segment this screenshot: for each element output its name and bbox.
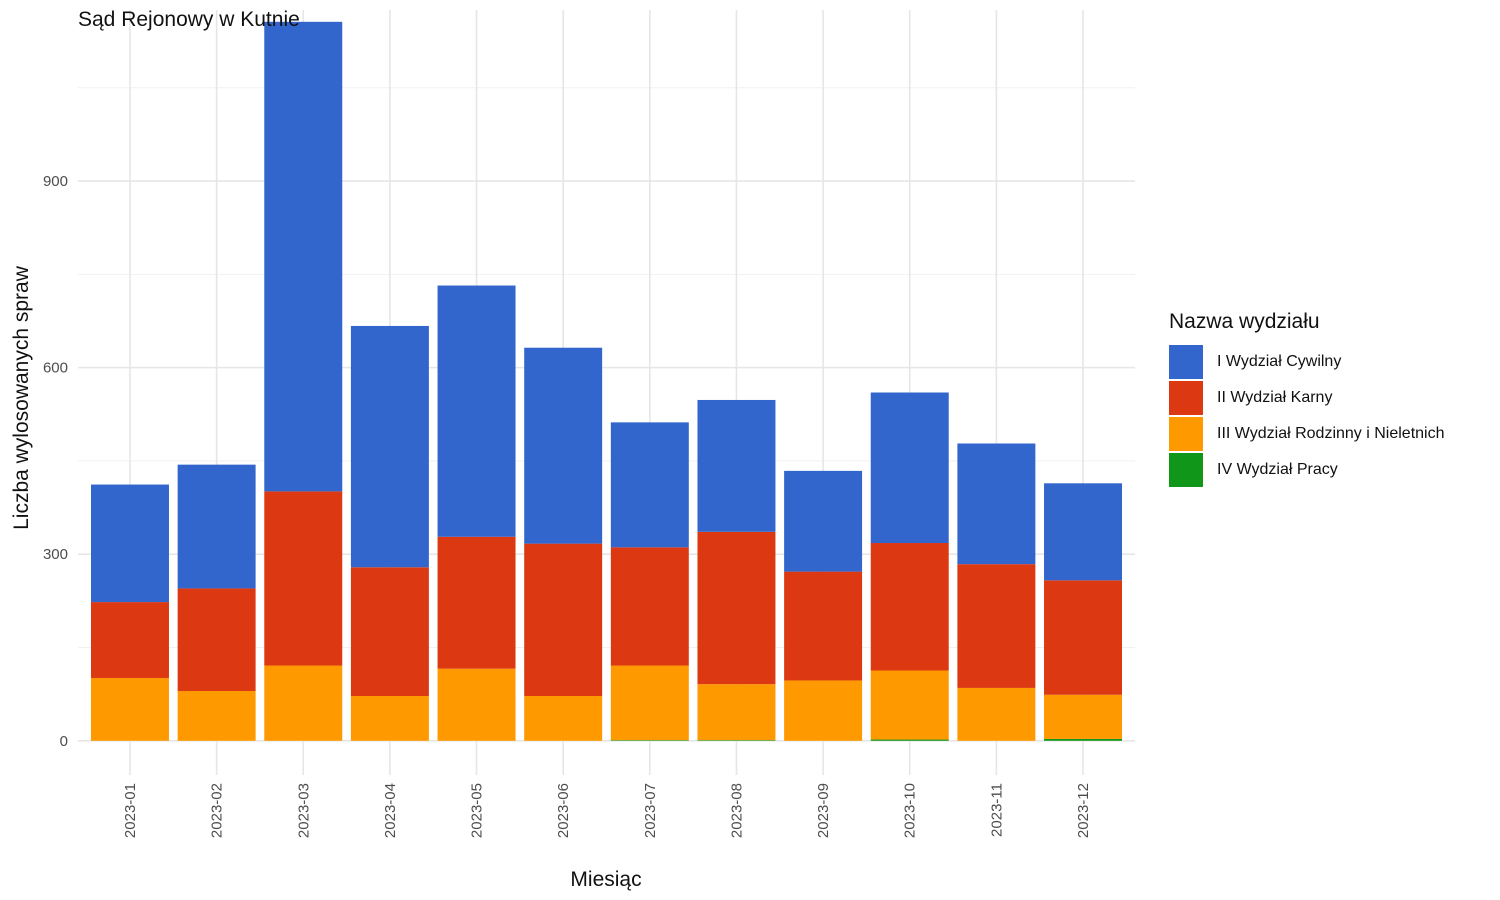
- x-tick-label: 2023-12: [1075, 783, 1092, 838]
- bar-2023-09-series-1: [784, 680, 863, 741]
- bar-2023-12-series-3: [1044, 483, 1123, 581]
- legend-swatch-cywilny: [1169, 345, 1203, 379]
- legend-label-pracy: IV Wydział Pracy: [1217, 461, 1338, 478]
- bar-2023-02-series-3: [177, 464, 256, 589]
- bar-2023-12-series-0: [1044, 738, 1123, 741]
- x-tick-label: 2023-07: [642, 783, 659, 838]
- bar-2023-05-series-1: [437, 668, 516, 741]
- bar-2023-05-series-2: [437, 536, 516, 669]
- bar-2023-02-series-1: [177, 691, 256, 741]
- bar-2023-07-series-3: [610, 422, 689, 548]
- bar-2023-02-series-2: [177, 588, 256, 692]
- bar-2023-10-series-1: [870, 670, 949, 740]
- bar-2023-09-series-3: [784, 470, 863, 572]
- y-ticks: 0 300 600 900: [43, 173, 68, 750]
- legend-label-karny: II Wydział Karny: [1217, 389, 1333, 406]
- bar-2023-12-series-1: [1044, 694, 1123, 739]
- x-tick-label: 2023-03: [295, 783, 312, 838]
- legend-title: Nazwa wydziału: [1169, 310, 1320, 333]
- legend: Nazwa wydziału I Wydział Cywilny II Wydz…: [1169, 310, 1445, 488]
- x-tick-label: 2023-10: [902, 783, 919, 838]
- bar-2023-11-series-3: [957, 443, 1036, 565]
- bar-2023-03-series-3: [264, 21, 343, 492]
- bar-2023-08-series-1: [697, 684, 776, 741]
- legend-swatch-rodzinny: [1169, 417, 1203, 451]
- bar-2023-07-series-2: [610, 547, 689, 666]
- legend-item-rodzinny: III Wydział Rodzinny i Nieletnich: [1169, 416, 1445, 452]
- x-tick-label: 2023-05: [469, 783, 486, 838]
- legend-label-rodzinny: III Wydział Rodzinny i Nieletnich: [1217, 425, 1445, 442]
- x-tick-label: 2023-06: [555, 783, 572, 838]
- bar-2023-11-series-2: [957, 564, 1036, 688]
- bar-2023-10-series-0: [870, 739, 949, 741]
- bar-2023-04-series-3: [350, 325, 429, 568]
- x-tick-label: 2023-02: [209, 783, 226, 838]
- bar-2023-08-series-3: [697, 399, 776, 532]
- bar-2023-11-series-1: [957, 687, 1036, 741]
- legend-swatch-karny: [1169, 381, 1203, 415]
- bar-2023-07-series-0: [610, 740, 689, 741]
- bar-2023-01-series-2: [90, 602, 169, 678]
- bar-2023-07-series-1: [610, 665, 689, 741]
- bar-2023-04-series-2: [350, 567, 429, 697]
- bar-2023-08-series-0: [697, 740, 776, 741]
- bar-2023-08-series-2: [697, 531, 776, 685]
- x-tick-label: 2023-08: [728, 783, 745, 838]
- bars-layer: [90, 21, 1123, 741]
- bar-2023-09-series-2: [784, 571, 863, 681]
- x-axis-label: Miesiąc: [570, 868, 641, 891]
- bar-2023-01-series-3: [90, 484, 169, 603]
- bar-2023-05-series-3: [437, 285, 516, 537]
- bar-2023-10-series-3: [870, 392, 949, 544]
- x-tick-label: 2023-09: [815, 783, 832, 838]
- legend-label-cywilny: I Wydział Cywilny: [1217, 353, 1342, 370]
- legend-item-pracy: IV Wydział Pracy: [1169, 452, 1445, 488]
- bar-2023-03-series-1: [264, 665, 343, 741]
- bar-2023-03-series-2: [264, 491, 343, 666]
- y-axis-label: Liczba wylosowanych spraw: [10, 265, 33, 530]
- x-tick-label: 2023-01: [122, 783, 139, 838]
- bar-2023-01-series-1: [90, 677, 169, 741]
- y-tick-label: 600: [43, 360, 68, 377]
- bar-2023-06-series-3: [524, 347, 603, 544]
- legend-swatch-pracy: [1169, 453, 1203, 487]
- bar-2023-06-series-1: [524, 696, 603, 741]
- bar-2023-10-series-2: [870, 543, 949, 671]
- y-tick-label: 0: [60, 733, 68, 750]
- legend-item-karny: II Wydział Karny: [1169, 380, 1445, 416]
- bar-2023-04-series-1: [350, 696, 429, 741]
- y-tick-label: 900: [43, 173, 68, 190]
- x-ticks: 2023-01 2023-02 2023-03 2023-04 2023-05 2023-…: [122, 783, 1092, 838]
- chart-title: Sąd Rejonowy w Kutnie: [78, 8, 300, 31]
- x-tick-label: 2023-11: [988, 783, 1005, 837]
- x-tick-label: 2023-04: [382, 783, 399, 838]
- y-tick-label: 300: [43, 546, 68, 563]
- bar-2023-12-series-2: [1044, 580, 1123, 695]
- bar-2023-06-series-2: [524, 543, 603, 697]
- legend-item-cywilny: I Wydział Cywilny: [1169, 344, 1445, 380]
